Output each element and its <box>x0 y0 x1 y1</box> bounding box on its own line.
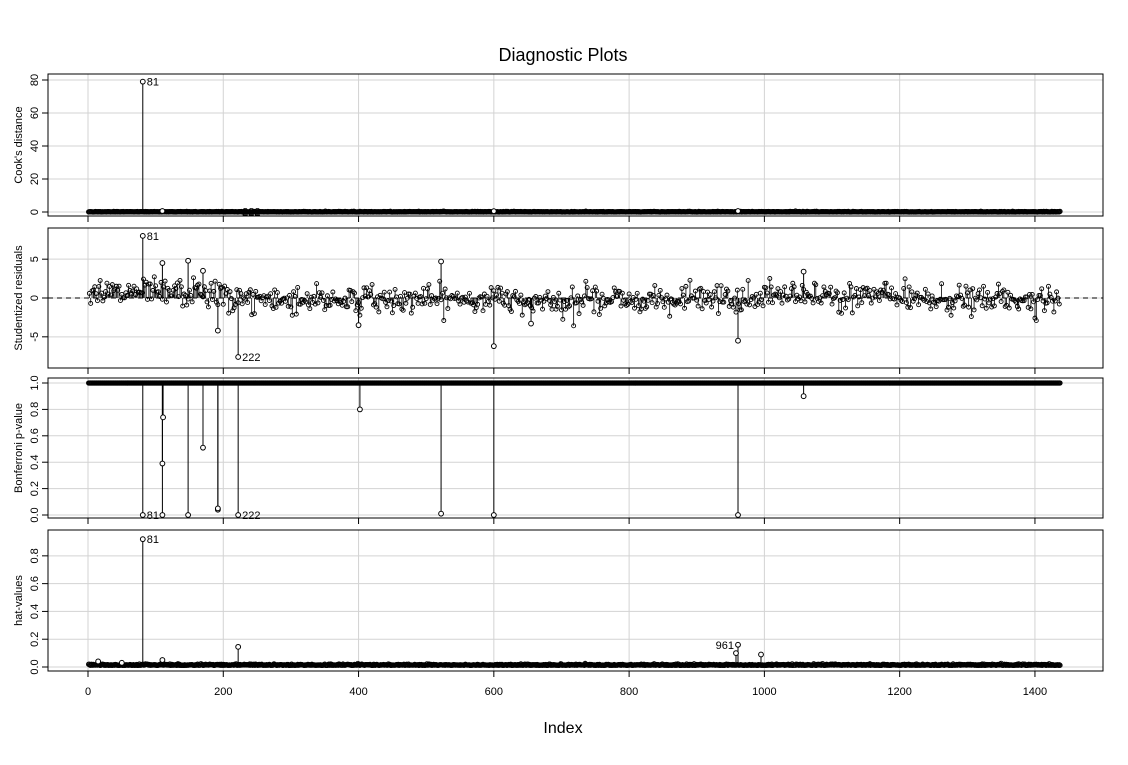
point-annotation: 81 <box>147 510 159 522</box>
panel-1: 0 20 40 60 80 Cook's distance 81 222 <box>13 74 1103 222</box>
data-point <box>491 513 496 518</box>
data-point <box>529 321 534 326</box>
y-tick-label: -5 <box>29 332 41 342</box>
y-tick-label: 1.0 <box>29 375 41 390</box>
figure-title: Diagnostic Plots <box>498 45 627 65</box>
point-annotation: 81 <box>147 77 159 89</box>
y-tick-label: 40 <box>29 140 41 152</box>
x-axis-label: Index <box>543 720 582 737</box>
data-point <box>491 209 496 214</box>
y-tick-label: 0.0 <box>29 507 41 522</box>
panel-2: -5 0 5 Studentized residuals 81 222 <box>13 228 1103 374</box>
data-point <box>356 323 361 328</box>
panel-frame <box>48 74 1103 216</box>
x-tick-label: 1200 <box>887 686 911 698</box>
point-annotation: 222 <box>242 510 260 522</box>
y-tick-label: 0.0 <box>29 659 41 674</box>
y-tick-label: 0 <box>29 209 41 215</box>
data-point <box>140 513 145 518</box>
data-point <box>736 513 741 518</box>
data-point <box>358 407 363 412</box>
data-point <box>236 513 241 518</box>
data-point <box>439 511 444 516</box>
y-tick-label: 5 <box>29 256 41 262</box>
panel-4: 0.0 0.2 0.4 0.6 0.8 hat-values 0 200 400 600 800 10… <box>13 530 1103 698</box>
x-tick-label: 400 <box>349 686 367 698</box>
point-annotation: 222 <box>242 207 260 219</box>
data-point <box>140 233 145 238</box>
data-point <box>160 461 165 466</box>
data-point <box>801 269 806 274</box>
data-point <box>236 355 241 360</box>
data-point <box>215 328 220 333</box>
panel-3: 0.0 0.2 0.4 0.6 0.8 1.0 Bonferroni p-value 81 22… <box>13 375 1103 524</box>
point-annotation: 222 <box>242 352 260 364</box>
panel-frame <box>48 378 1103 518</box>
data-points <box>86 79 1062 214</box>
y-tick-label: 0.8 <box>29 548 41 563</box>
y-tick-label: 0.6 <box>29 576 41 591</box>
y-tick-label: 0.6 <box>29 428 41 443</box>
data-points <box>86 537 1062 668</box>
data-point <box>801 394 806 399</box>
data-point <box>201 445 206 450</box>
y-tick-label: 0 <box>29 295 41 301</box>
y-tick-label: 0.2 <box>29 481 41 496</box>
y-tick-label: 0.2 <box>29 632 41 647</box>
y-tick-label: 20 <box>29 173 41 185</box>
y-axis-label: hat-values <box>13 575 25 626</box>
panel-frame <box>48 530 1103 671</box>
data-point <box>161 415 166 420</box>
data-point <box>160 513 165 518</box>
y-tick-label: 0.8 <box>29 402 41 417</box>
data-point <box>736 209 741 214</box>
data-points <box>87 233 1061 359</box>
x-tick-label: 800 <box>620 686 638 698</box>
data-point <box>186 258 191 263</box>
x-tick-label: 1000 <box>752 686 776 698</box>
y-tick-label: 80 <box>29 74 41 86</box>
x-tick-label: 0 <box>85 686 91 698</box>
x-tick-label: 200 <box>214 686 232 698</box>
data-point <box>201 268 206 273</box>
data-point <box>186 513 191 518</box>
point-annotation: 81 <box>147 231 159 243</box>
data-point <box>160 261 165 266</box>
x-tick-label: 600 <box>485 686 503 698</box>
x-tick-label: 1400 <box>1023 686 1047 698</box>
data-point <box>439 259 444 264</box>
data-points <box>86 381 1062 518</box>
data-point <box>736 338 741 343</box>
y-tick-label: 0.4 <box>29 604 41 619</box>
panels: 0 20 40 60 80 Cook's distance 81 222 -5 0 5 Student… <box>13 74 1103 698</box>
data-point <box>215 506 220 511</box>
y-axis-label: Cook's distance <box>13 106 25 183</box>
y-axis-label: Studentized residuals <box>13 245 25 351</box>
y-tick-label: 0.4 <box>29 455 41 470</box>
data-point <box>160 209 165 214</box>
y-axis-label: Bonferroni p-value <box>13 403 25 493</box>
data-point <box>491 344 496 349</box>
y-tick-label: 60 <box>29 107 41 119</box>
data-point <box>140 79 145 84</box>
